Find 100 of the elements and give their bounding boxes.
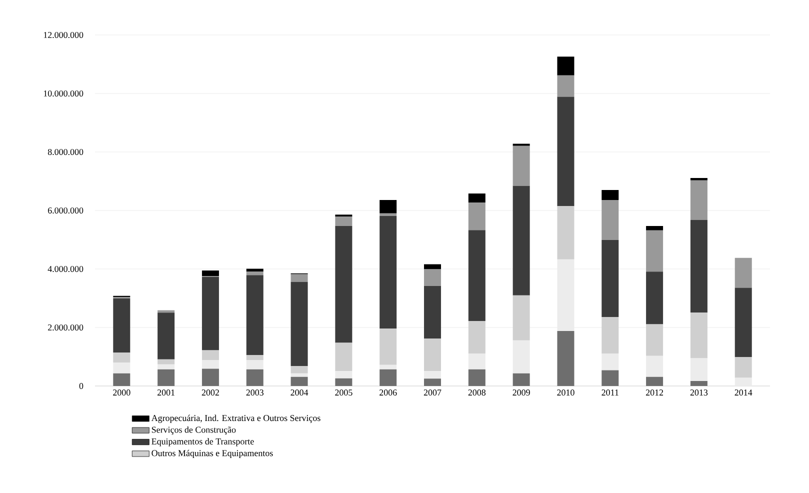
x-tick-label: 2006 (380, 390, 397, 396)
bar (512, 340, 530, 374)
bar (690, 312, 708, 358)
x-tick-label: 2002 (202, 390, 219, 396)
bar (202, 368, 219, 386)
bar (113, 298, 130, 353)
bar (734, 357, 752, 378)
bar (690, 220, 708, 313)
bar (424, 371, 442, 379)
bar (468, 321, 486, 354)
x-tick-label: 2009 (512, 390, 530, 396)
bar (335, 216, 352, 226)
bar (158, 312, 175, 360)
bar (734, 258, 752, 288)
x-tick-label: 2001 (157, 390, 174, 396)
bar (158, 369, 175, 386)
bar (602, 370, 619, 386)
bar (424, 338, 442, 372)
bar (424, 286, 442, 339)
y-tick-label: 6.000.000 (48, 207, 84, 214)
bar (512, 373, 530, 386)
bar (512, 146, 530, 186)
bar (290, 274, 308, 282)
bar (602, 190, 619, 200)
legend-label: Serviços de Construção (152, 426, 236, 435)
y-tick-label: 2.000.000 (48, 324, 84, 331)
x-tick-label: 2008 (468, 390, 486, 396)
bar (468, 369, 486, 386)
bar (602, 354, 619, 370)
bar (290, 366, 308, 374)
bar (602, 240, 619, 317)
bar (734, 378, 752, 386)
bar (424, 269, 442, 286)
bar (246, 360, 264, 370)
bar (113, 352, 130, 363)
x-tick-label: 2007 (424, 390, 442, 396)
bar (646, 272, 664, 324)
bar (646, 230, 664, 272)
x-tick-label: 2014 (734, 390, 752, 396)
bar (290, 373, 308, 377)
bar (380, 213, 397, 216)
bar (335, 378, 352, 386)
bar (246, 268, 264, 272)
bar (557, 331, 574, 386)
bar (602, 200, 619, 240)
bar (468, 194, 486, 203)
bar (380, 216, 397, 329)
y-tick-label: 12.000.000 (44, 32, 84, 38)
y-tick-label: 4.000.000 (48, 266, 84, 272)
x-tick-label: 2005 (335, 390, 352, 396)
bar (468, 202, 486, 230)
bar (380, 369, 397, 386)
bar (113, 362, 130, 374)
bar (335, 226, 352, 343)
x-tick-label: 2011 (602, 390, 618, 396)
bar (557, 206, 574, 260)
bar (246, 369, 264, 386)
bar (646, 376, 664, 386)
bar (512, 295, 530, 340)
bar (557, 259, 574, 331)
x-tick-label: 2000 (113, 390, 130, 396)
bar (646, 356, 664, 377)
bar (202, 350, 219, 360)
bar (113, 373, 130, 386)
bar (512, 186, 530, 296)
bar (158, 310, 175, 313)
bar (335, 342, 352, 372)
x-tick-label: 2004 (290, 390, 308, 396)
bar (690, 358, 708, 382)
bar (158, 364, 175, 370)
x-tick-label: 2012 (646, 390, 664, 396)
bar (602, 316, 619, 354)
bar (202, 360, 219, 369)
legend-label: Agropecuária, Ind. Extrativa e Outros Serviços (151, 414, 320, 423)
bar (424, 264, 442, 270)
x-tick-label: 2003 (246, 390, 264, 396)
bar (202, 276, 219, 350)
x-tick-label: 2013 (690, 390, 708, 396)
y-tick-label: 0 (79, 382, 84, 390)
bar (380, 200, 397, 214)
bar (335, 371, 352, 378)
bar (424, 378, 442, 386)
bar (646, 226, 664, 230)
y-tick-label: 8.000.000 (48, 148, 84, 156)
bar (468, 354, 486, 370)
bar (557, 56, 574, 76)
bar (202, 270, 219, 276)
y-tick-label: 10.000.000 (44, 90, 84, 97)
bar (158, 359, 175, 364)
bar (557, 75, 574, 97)
bar (734, 288, 752, 358)
bar (246, 354, 264, 360)
bar (646, 324, 664, 356)
bar (290, 282, 308, 366)
x-tick-label: 2010 (557, 390, 574, 396)
bar (290, 376, 308, 386)
bar (690, 180, 708, 220)
bar (246, 272, 264, 276)
legend-label: Equipamentos de Transporte (152, 438, 254, 446)
bar (246, 275, 264, 355)
